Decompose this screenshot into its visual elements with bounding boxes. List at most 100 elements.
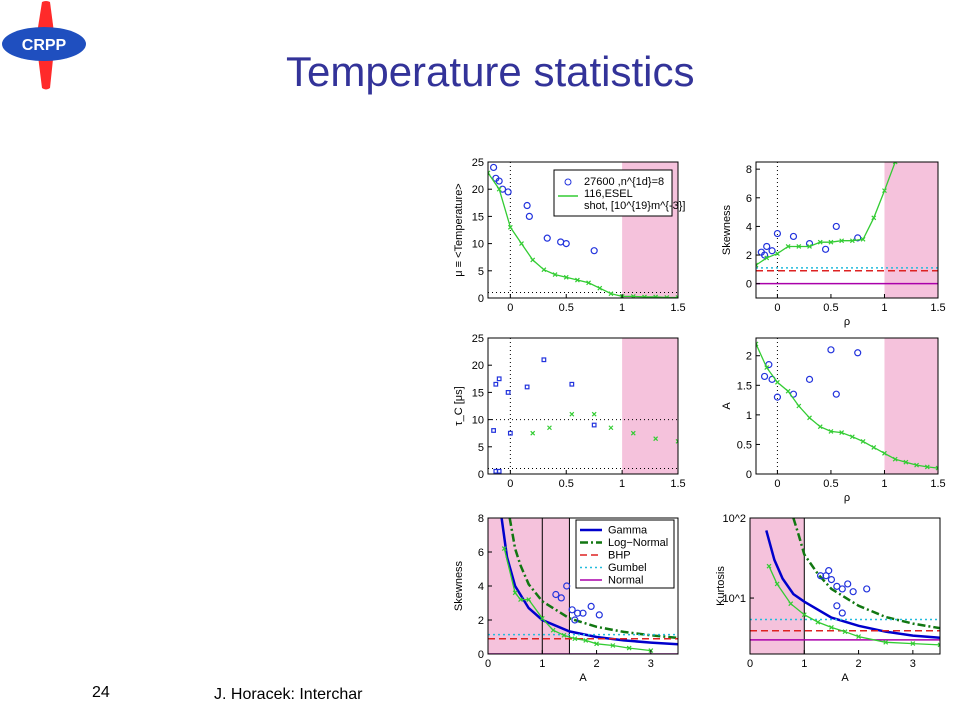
data-point (525, 212, 533, 221)
y-axis-label: Kurtosis (715, 566, 727, 606)
data-point (572, 636, 578, 642)
data-point (832, 390, 840, 398)
x-tick-label: 2 (594, 658, 600, 670)
data-point (764, 365, 770, 370)
data-point (856, 634, 861, 640)
data-point (569, 411, 575, 417)
footer-text: J. Horacek: Interchar (214, 686, 363, 703)
data-point (630, 430, 636, 436)
y-tick-label: 25 (472, 157, 484, 169)
y-tick-label: 0 (478, 469, 484, 481)
y-tick-label: 20 (472, 360, 484, 372)
y-axis-label: μ ≡ <Temperature> (453, 183, 465, 276)
x-tick-label: 0 (507, 478, 513, 490)
y-tick-label: 0 (746, 279, 752, 291)
data-point (764, 255, 770, 261)
data-point (571, 616, 579, 624)
y-tick-label: 6 (478, 547, 484, 559)
data-point (842, 629, 848, 635)
y-tick-label: 15 (472, 387, 484, 399)
data-point (815, 619, 821, 625)
data-point (763, 242, 771, 251)
x-axis-label: A (579, 672, 587, 684)
y-tick-label: 6 (746, 193, 752, 205)
x-tick-label: 0.5 (823, 302, 838, 314)
x-tick-label: 1 (881, 302, 887, 314)
data-point (512, 590, 518, 596)
chart-panel-p5: 0 1 2 3 0 2 4 6 8 A Skewness GammaLog−NormalBHPGumb… (453, 513, 679, 684)
data-point (530, 257, 536, 263)
data-point (785, 244, 791, 249)
curve-lognormal (508, 518, 678, 640)
data-point (756, 341, 759, 347)
data-point (832, 222, 840, 231)
y-tick-label: 15 (472, 211, 484, 223)
data-point (562, 239, 570, 248)
data-point (871, 215, 877, 221)
curve-lognormal (792, 518, 940, 630)
x-tick-label: 0 (485, 658, 491, 670)
data-point (539, 615, 545, 621)
data-point (774, 379, 780, 385)
x-tick-label: 1.5 (670, 302, 685, 314)
data-point (541, 267, 547, 273)
data-point (505, 390, 511, 395)
plot-area-p6 (750, 518, 940, 654)
plot-area-p5 (488, 518, 678, 654)
chart-panel-p2: 0 0.5 1 1.5 0 2 4 6 8 ρ Skewness (721, 161, 946, 328)
figure-grid: 0 0.5 1 1.5 0 5 10 15 20 25 μ ≡ <Temperature> 27600… (420, 150, 960, 720)
y-tick-label: 10^2 (722, 513, 746, 525)
y-tick-label: 20 (472, 184, 484, 196)
data-point (789, 232, 798, 241)
data-point (583, 637, 589, 643)
x-tick-label: 0 (774, 302, 780, 314)
data-point (817, 239, 823, 245)
data-point (860, 236, 866, 242)
y-tick-label: 2 (478, 615, 484, 627)
data-point (557, 594, 565, 602)
data-point (608, 291, 614, 297)
data-point (491, 428, 496, 433)
data-point (675, 295, 678, 298)
data-point (817, 424, 823, 430)
legend-entry: Gumbel (608, 562, 647, 574)
data-point (821, 245, 830, 253)
data-point (849, 588, 857, 596)
data-point (543, 234, 551, 242)
shaded-region (622, 338, 678, 474)
data-point (838, 609, 846, 617)
data-point (756, 262, 759, 268)
data-point (844, 580, 852, 588)
legend-entry: BHP (608, 550, 631, 562)
data-point (892, 456, 898, 462)
shaded-region (884, 162, 938, 298)
chart-panel-p1: 0 0.5 1 1.5 0 5 10 15 20 25 μ ≡ <Temperature> 27600… (453, 157, 686, 314)
data-point (501, 546, 507, 552)
data-point (760, 251, 769, 259)
data-point (805, 375, 814, 383)
data-point (524, 384, 530, 390)
shaded-region (884, 338, 938, 474)
logo-text: CRPP (22, 37, 67, 54)
data-point (496, 186, 502, 192)
data-point (591, 411, 597, 417)
data-point (773, 229, 782, 238)
data-point (827, 346, 835, 354)
data-point (518, 597, 523, 603)
y-tick-label: 10 (472, 239, 484, 251)
legend-entry: 116,ESEL (584, 188, 633, 200)
data-point (839, 238, 845, 244)
data-point (552, 590, 560, 599)
data-point (496, 468, 502, 474)
y-tick-label: 0 (478, 293, 484, 305)
data-point (597, 285, 603, 291)
data-point (519, 241, 524, 247)
x-axis-label: ρ (844, 492, 850, 504)
data-point (766, 563, 772, 569)
chart-panel-p6: 0 1 2 3 10^1 10^2 A Kurtosis (715, 513, 941, 684)
y-tick-label: 10 (472, 415, 484, 427)
logo-ellipse (2, 27, 86, 61)
data-point (882, 450, 887, 456)
data-point (829, 624, 834, 630)
